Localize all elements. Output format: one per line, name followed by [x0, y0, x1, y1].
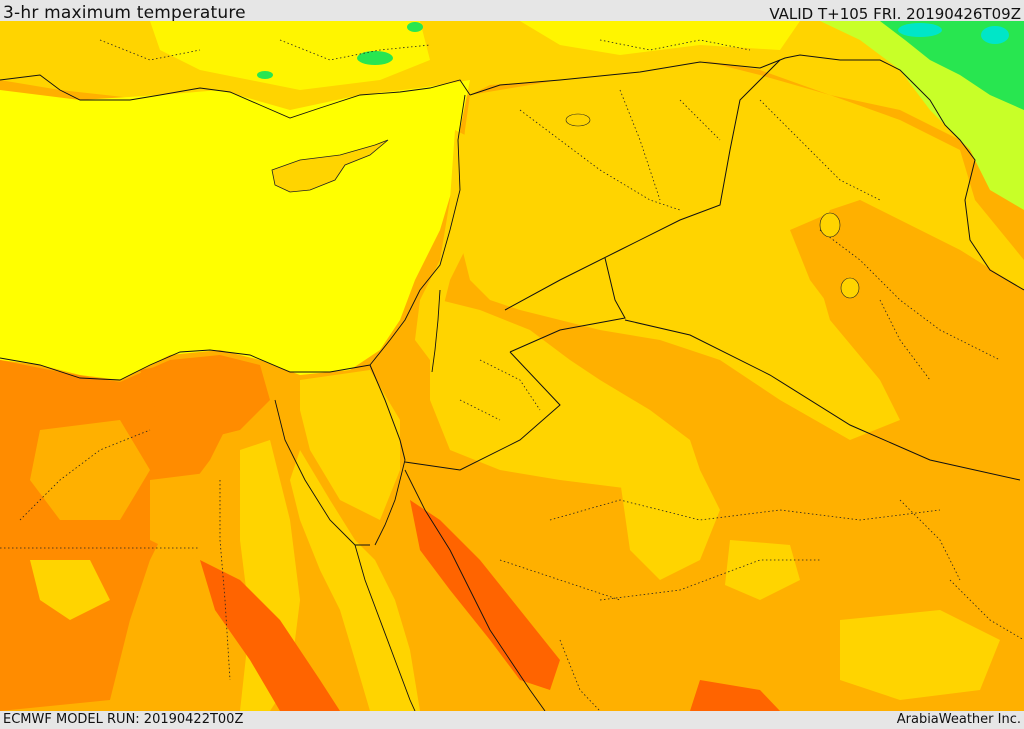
valid-time: VALID T+105 FRI. 20190426T09Z: [769, 5, 1021, 23]
syria-iraq-light: [460, 60, 1024, 440]
suez-west: [274, 399, 370, 546]
ne-cyan-2: [898, 23, 942, 37]
lake-tharthar: [819, 212, 841, 238]
footer-bar: ECMWF MODEL RUN: 20190422T00Z ArabiaWeat…: [0, 711, 1024, 729]
admin-boundaries: [0, 39, 1024, 711]
model-run: ECMWF MODEL RUN: 20190422T00Z: [3, 712, 244, 727]
saudi-iraq-border: [624, 319, 1021, 481]
jordan-light: [430, 300, 700, 490]
sinai-light: [300, 370, 400, 520]
sinai-east: [374, 459, 406, 546]
jordan-saudi-border: [404, 351, 561, 471]
header-bar: 3-hr maximum temperature VALID T+105 FRI…: [0, 0, 1024, 23]
egypt-coast: [0, 349, 371, 381]
cyprus: [271, 139, 389, 193]
turkey-green: [357, 51, 393, 65]
ne-green: [880, 21, 1024, 110]
syria-iraq-border: [504, 59, 781, 311]
ne-cyan: [981, 26, 1009, 44]
saudi-light-2: [725, 540, 800, 600]
credit: ArabiaWeather Inc.: [896, 712, 1021, 727]
coastlines: [0, 74, 546, 711]
iran-iraq: [909, 79, 1024, 291]
saudi-light-3: [840, 610, 1000, 700]
saudi-light-1: [620, 470, 720, 580]
hijaz-hot: [410, 500, 560, 690]
hijaz-hot-2: [690, 680, 780, 711]
red-sea-west: [354, 544, 416, 711]
turkey-green-3: [407, 22, 423, 32]
temperature-map: [0, 21, 1024, 711]
turkey-green-2: [257, 71, 273, 79]
levant-coastline: [369, 94, 466, 366]
turkey-syria-border: [469, 54, 911, 96]
turkey-yellow: [150, 21, 430, 90]
red-sea: [290, 450, 420, 711]
egypt-light-patch: [30, 560, 110, 620]
levant-coast: [415, 130, 480, 360]
iraq-jordan-saudi: [509, 257, 626, 353]
red-sea-west-hot: [200, 560, 340, 711]
israel-egypt: [369, 364, 406, 461]
med-north-coast: [0, 74, 471, 119]
red-sea-east: [404, 469, 546, 711]
turkey-yellow-2: [520, 21, 800, 55]
lake-habbaniyah: [840, 277, 860, 299]
country-borders: [369, 54, 1024, 481]
egypt-orange-patch: [30, 420, 150, 520]
map-title: 3-hr maximum temperature: [3, 3, 246, 23]
jordan-river: [431, 289, 441, 373]
egypt-orange-patch-2: [150, 470, 240, 560]
lake-assad: [565, 113, 591, 127]
egypt-delta: [140, 355, 270, 440]
map-canvas: [0, 21, 1024, 711]
iraq-east-orange: [790, 200, 1024, 470]
